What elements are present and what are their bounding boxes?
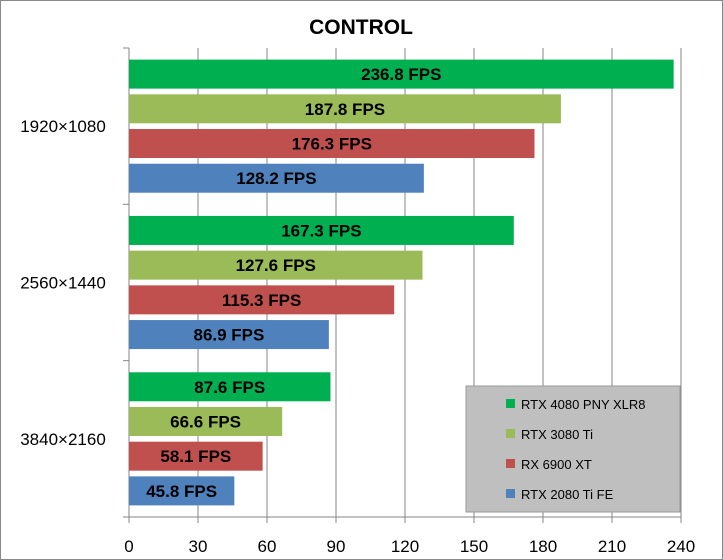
- x-tick-label: 0: [124, 537, 133, 556]
- bar-value-label: 87.6 FPS: [194, 378, 265, 397]
- bar-value-label: 86.9 FPS: [193, 326, 264, 345]
- category-label: 3840×2160: [20, 430, 106, 449]
- bar: [129, 406, 283, 436]
- bar-value-label: 45.8 FPS: [146, 482, 217, 501]
- x-tick-label: 60: [258, 537, 277, 556]
- bar: [129, 372, 331, 402]
- chart-title: CONTROL: [309, 16, 413, 39]
- bar-value-label: 115.3 FPS: [222, 291, 301, 310]
- legend-swatch: [506, 429, 515, 438]
- bar: [129, 250, 423, 280]
- bar: [129, 129, 535, 159]
- bar: [129, 476, 235, 506]
- bar-value-label: 128.2 FPS: [236, 169, 316, 188]
- bar-value-label: 167.3 FPS: [281, 221, 361, 240]
- legend-box: [465, 385, 681, 513]
- bar-value-label: 236.8 FPS: [361, 65, 441, 84]
- legend-label: RX 6900 XT: [521, 457, 592, 472]
- bar-value-label: 66.6 FPS: [170, 412, 241, 431]
- bar: [129, 320, 329, 350]
- bar: [129, 59, 674, 89]
- bar: [129, 285, 395, 315]
- legend-swatch: [506, 489, 515, 498]
- category-label: 2560×1440: [20, 274, 106, 293]
- legend-swatch: [506, 459, 515, 468]
- x-tick-label: 240: [667, 537, 695, 556]
- x-tick-label: 120: [391, 537, 419, 556]
- legend-swatch: [506, 399, 515, 408]
- x-tick-label: 180: [529, 537, 557, 556]
- legend-label: RTX 3080 Ti: [521, 427, 593, 442]
- category-label: 1920×1080: [20, 117, 106, 136]
- bar-value-label: 176.3 FPS: [292, 135, 372, 154]
- bar-value-label: 127.6 FPS: [236, 256, 316, 275]
- bar-value-label: 187.8 FPS: [305, 100, 385, 119]
- bar: [129, 163, 424, 193]
- bar: [129, 441, 263, 471]
- legend-label: RTX 4080 PNY XLR8: [521, 397, 646, 412]
- bar: [129, 215, 514, 245]
- legend-label: RTX 2080 Ti FE: [521, 487, 614, 502]
- bar-value-label: 58.1 FPS: [160, 447, 231, 466]
- x-tick-label: 210: [598, 537, 626, 556]
- x-tick-label: 90: [327, 537, 346, 556]
- x-tick-label: 30: [189, 537, 208, 556]
- bar: [129, 94, 561, 124]
- x-tick-label: 150: [460, 537, 488, 556]
